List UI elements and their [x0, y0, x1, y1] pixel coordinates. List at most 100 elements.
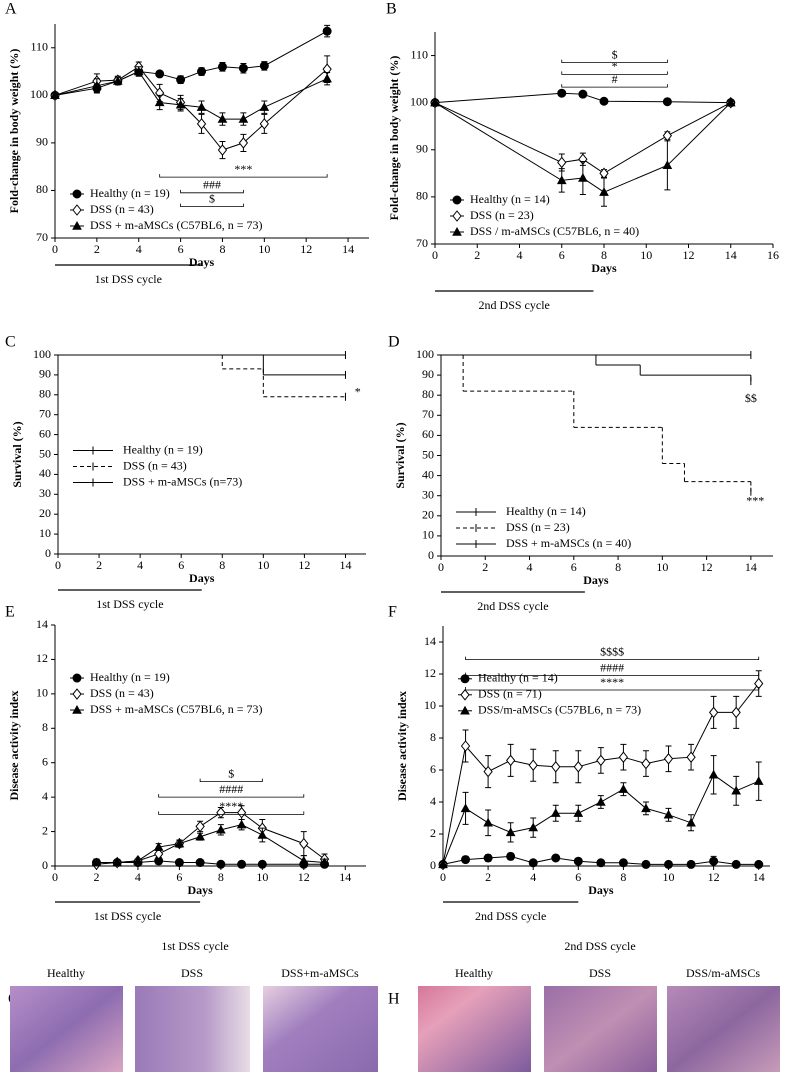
data-point — [557, 88, 567, 98]
legend-label: DSS (n = 43) — [123, 458, 187, 472]
y-tick-label: 80 — [39, 387, 51, 401]
data-point — [460, 740, 471, 752]
legend-marker — [72, 704, 82, 714]
series-line — [434, 102, 731, 174]
data-point — [528, 759, 538, 772]
y-tick-label: 8 — [430, 730, 436, 744]
significance-label: $ — [612, 47, 618, 61]
x-tick-label: 6 — [178, 558, 184, 572]
x-tick-label: 6 — [178, 242, 184, 256]
data-point — [618, 784, 629, 793]
legend-label: DSS (n = 43) — [90, 202, 154, 216]
data-point — [596, 754, 606, 767]
x-tick-label: 12 — [683, 248, 695, 262]
y-tick-label: 0 — [45, 546, 51, 560]
x-axis-label: Days — [588, 883, 614, 897]
data-point — [573, 760, 583, 773]
y-tick-label: 110 — [410, 47, 428, 61]
y-axis-label: Disease activity index — [7, 691, 21, 801]
histology-image — [418, 986, 531, 1072]
data-point — [731, 785, 742, 795]
x-tick-label: 10 — [258, 242, 270, 256]
data-point — [438, 859, 448, 869]
x-tick-label: 10 — [257, 558, 269, 572]
y-tick-label: 6 — [430, 762, 436, 776]
significance-bar — [180, 189, 244, 194]
data-point — [663, 752, 674, 765]
x-tick-label: 8 — [219, 242, 225, 256]
histology-image — [263, 986, 378, 1072]
y-tick-label: 50 — [422, 447, 434, 461]
y-tick-label: 12 — [424, 666, 436, 680]
data-point — [578, 173, 588, 182]
data-point — [175, 99, 186, 109]
data-point — [573, 808, 584, 817]
significance-label: * — [355, 385, 361, 399]
significance-label: #### — [600, 660, 624, 674]
x-tick-label: 10 — [256, 870, 268, 884]
data-point — [641, 859, 651, 869]
y-tick-label: 100 — [410, 94, 428, 108]
data-point — [112, 857, 123, 867]
y-axis-label: Fold-change in body weight (%) — [7, 49, 21, 214]
data-point — [195, 858, 205, 868]
image-label: DSS — [181, 966, 203, 980]
y-tick-label: 30 — [39, 486, 51, 500]
x-tick-label: 2 — [482, 560, 488, 574]
histology-g: G 1st DSS cycle Healthy DSS DSS+m-aMSCs — [8, 939, 378, 1072]
y-tick-label: 8 — [42, 720, 48, 734]
data-point — [528, 858, 538, 868]
x-axis-label: Days — [583, 573, 609, 587]
y-tick-label: 80 — [416, 189, 428, 203]
data-point — [112, 76, 123, 85]
data-point — [237, 859, 247, 869]
legend-label: Healthy (n = 19) — [90, 670, 170, 684]
data-point — [753, 776, 764, 785]
y-axis-label: Survival (%) — [393, 422, 407, 488]
significance-bar — [465, 656, 760, 660]
cycle-label: 2nd DSS cycle — [475, 909, 546, 923]
y-tick-label: 40 — [39, 466, 51, 480]
significance-bar — [465, 672, 760, 676]
data-point — [618, 858, 628, 868]
data-point — [430, 97, 440, 107]
x-tick-label: 4 — [527, 560, 533, 574]
series-line — [434, 92, 731, 104]
data-point — [236, 819, 247, 829]
data-point — [731, 859, 741, 869]
data-point — [133, 855, 143, 865]
x-tick-label: 10 — [663, 870, 675, 884]
legend-marker — [452, 195, 462, 205]
data-point — [217, 114, 228, 123]
legend-label: Healthy (n = 14) — [506, 504, 586, 518]
data-point — [599, 96, 609, 106]
x-axis-label: Days — [591, 261, 617, 275]
data-point — [664, 859, 674, 869]
y-tick-label: 100 — [30, 87, 48, 101]
significance-bar — [158, 794, 305, 798]
x-tick-label: 0 — [440, 870, 446, 884]
legend-label: DSS + m-aMSCs (n = 40) — [506, 536, 631, 550]
legend-label: DSS (n = 71) — [478, 687, 542, 701]
y-tick-label: 12 — [36, 651, 48, 665]
data-point — [154, 97, 165, 107]
y-tick-label: 2 — [42, 823, 48, 837]
legend-label: DSS (n = 23) — [506, 520, 570, 534]
data-point — [618, 751, 629, 764]
legend-label: DSS + m-aMSCs (C57BL6, n = 73) — [90, 218, 263, 232]
data-point — [556, 175, 567, 185]
data-point — [216, 824, 226, 834]
legend-marker — [72, 220, 82, 230]
x-tick-label: 14 — [342, 242, 354, 256]
data-point — [217, 144, 228, 156]
y-tick-label: 10 — [36, 686, 48, 700]
data-point — [92, 80, 102, 90]
x-axis-label: Days — [189, 255, 215, 269]
data-point — [197, 67, 207, 77]
y-tick-label: 90 — [422, 367, 434, 381]
significance-bar — [561, 71, 668, 75]
data-point — [506, 851, 516, 861]
data-point — [154, 848, 164, 860]
significance-label: $ — [228, 766, 234, 780]
data-point — [686, 817, 696, 827]
